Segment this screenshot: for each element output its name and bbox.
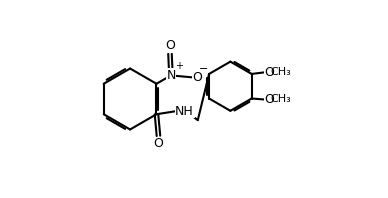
Text: N: N: [166, 69, 176, 82]
Text: O: O: [192, 71, 203, 84]
Text: O: O: [265, 93, 274, 106]
Text: CH₃: CH₃: [271, 67, 291, 77]
Text: O: O: [265, 66, 274, 79]
Text: O: O: [165, 39, 175, 52]
Text: O: O: [154, 137, 163, 150]
Text: CH₃: CH₃: [271, 94, 291, 105]
Text: −: −: [199, 64, 208, 74]
Text: +: +: [175, 61, 183, 71]
Text: NH: NH: [175, 105, 194, 118]
